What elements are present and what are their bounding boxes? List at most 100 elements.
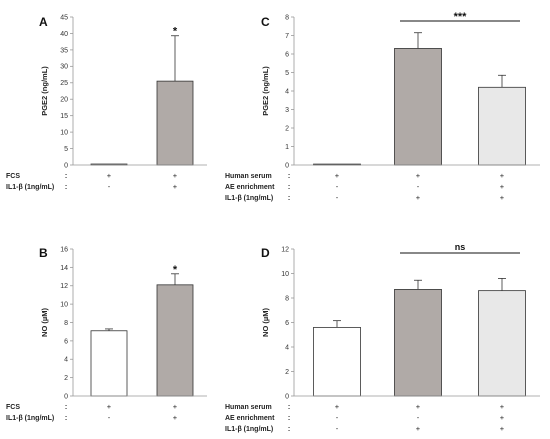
condition-label: Human serum	[225, 404, 272, 411]
condition-separator: :	[288, 415, 290, 422]
panel-letter: C	[261, 15, 270, 29]
condition-sign: +	[107, 402, 112, 411]
condition-sign: +	[173, 182, 178, 191]
bar	[313, 326, 361, 397]
y-tick-label: 8	[285, 14, 289, 21]
panel-c: C PGE2 (ng/mL) 0 1 2 3 4 5 6 7 8 *** Human serum: + + +…	[225, 11, 540, 202]
y-tick-label: 4	[64, 357, 68, 364]
y-tick-label: 3	[285, 107, 289, 114]
y-tick-label: 8	[285, 295, 289, 302]
y-tick-label: 8	[64, 320, 68, 327]
bar	[394, 289, 442, 397]
y-tick-label: 10	[281, 271, 289, 278]
condition-sign: +	[335, 171, 340, 180]
y-tick-label: 0	[285, 162, 289, 169]
y-tick-label: 2	[285, 369, 289, 376]
significance-label: ns	[455, 242, 466, 252]
condition-sign: +	[500, 171, 505, 180]
condition-sign: +	[500, 413, 505, 422]
y-tick-label: 6	[64, 338, 68, 345]
condition-sign: +	[500, 193, 505, 202]
condition-separator: :	[288, 173, 290, 180]
condition-separator: :	[65, 184, 67, 191]
bar	[156, 284, 194, 397]
condition-sign: +	[173, 413, 178, 422]
bar	[478, 86, 526, 166]
y-tick-label: 35	[60, 47, 68, 54]
y-axis-label: NO (µM)	[261, 308, 270, 337]
condition-label: AE enrichment	[225, 184, 275, 191]
y-tick-label: 6	[285, 320, 289, 327]
condition-sign: +	[335, 402, 340, 411]
condition-sign: +	[173, 171, 178, 180]
y-tick-label: 25	[60, 80, 68, 87]
condition-sign: +	[107, 171, 112, 180]
y-tick-label: 30	[60, 64, 68, 71]
y-tick-label: 0	[64, 162, 68, 169]
condition-label: FCS	[6, 404, 20, 411]
condition-sign: +	[416, 193, 421, 202]
condition-label: AE enrichment	[225, 415, 275, 422]
condition-sign: -	[108, 413, 111, 422]
condition-separator: :	[65, 173, 67, 180]
condition-sign: +	[416, 424, 421, 433]
condition-label: IL1-β (1ng/mL)	[225, 195, 273, 202]
condition-sign: +	[173, 402, 178, 411]
condition-sign: -	[336, 182, 339, 191]
y-tick-label: 14	[60, 265, 68, 272]
significance-label: ***	[454, 11, 468, 23]
condition-label: IL1-β (1ng/mL)	[225, 426, 273, 433]
panel-b: B NO (µM) 0 2 4 6 8 10 12 14 16 * FCS: + + IL1-β (1ng/m…	[6, 246, 207, 422]
significance-star: *	[173, 264, 178, 276]
y-axis-label: PGE2 (ng/mL)	[40, 66, 49, 116]
y-tick-label: 6	[285, 51, 289, 58]
panel-letter: D	[261, 246, 270, 260]
y-tick-label: 7	[285, 33, 289, 40]
panel-a: A PGE2 (ng/mL) 0 5 10 15 20 25 30 35 40 45 * FCS: + + IL…	[6, 14, 207, 191]
condition-separator: :	[288, 195, 290, 202]
y-tick-label: 10	[60, 130, 68, 137]
bar	[156, 80, 194, 166]
condition-sign: +	[500, 424, 505, 433]
y-tick-label: 20	[60, 97, 68, 104]
condition-sign: -	[336, 424, 339, 433]
condition-sign: -	[108, 182, 111, 191]
condition-separator: :	[288, 404, 290, 411]
condition-separator: :	[288, 426, 290, 433]
y-tick-label: 45	[60, 14, 68, 21]
condition-separator: :	[65, 415, 67, 422]
y-tick-label: 5	[285, 70, 289, 77]
y-tick-label: 1	[285, 144, 289, 151]
panel-d: D NO (µM) 0 2 4 6 8 10 12 ns Human serum: + + + AE enr…	[225, 242, 540, 433]
bar	[394, 48, 442, 166]
condition-sign: -	[336, 193, 339, 202]
y-tick-label: 2	[64, 375, 68, 382]
y-tick-label: 40	[60, 31, 68, 38]
condition-label: Human serum	[225, 173, 272, 180]
y-tick-label: 12	[281, 246, 289, 253]
condition-sign: +	[416, 402, 421, 411]
condition-sign: -	[417, 182, 420, 191]
condition-label: IL1-β (1ng/mL)	[6, 184, 54, 191]
y-tick-label: 2	[285, 125, 289, 132]
condition-label: FCS	[6, 173, 20, 180]
condition-separator: :	[288, 184, 290, 191]
significance-star: *	[173, 26, 178, 38]
condition-sign: +	[416, 171, 421, 180]
y-tick-label: 10	[60, 302, 68, 309]
y-tick-label: 12	[60, 283, 68, 290]
y-tick-label: 15	[60, 113, 68, 120]
y-tick-label: 4	[285, 88, 289, 95]
condition-sign: +	[500, 402, 505, 411]
y-tick-label: 16	[60, 246, 68, 253]
bar	[478, 290, 526, 397]
y-tick-label: 0	[64, 393, 68, 400]
condition-label: IL1-β (1ng/mL)	[6, 415, 54, 422]
y-tick-label: 0	[285, 393, 289, 400]
panel-letter: A	[39, 15, 48, 29]
condition-sign: +	[500, 182, 505, 191]
bar	[90, 330, 128, 397]
y-axis-label: PGE2 (ng/mL)	[261, 66, 270, 116]
y-tick-label: 5	[64, 146, 68, 153]
